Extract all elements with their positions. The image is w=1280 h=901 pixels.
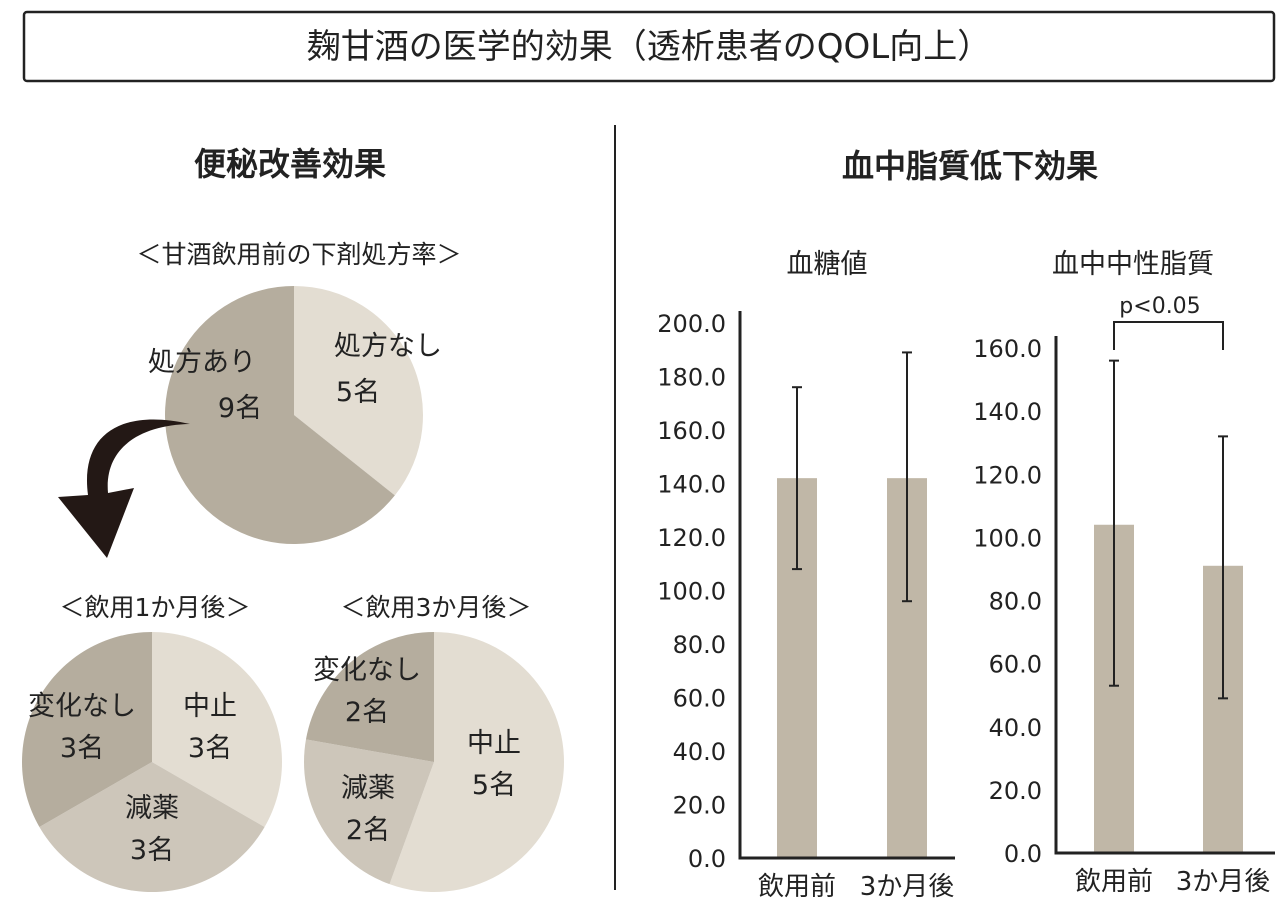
pie-month3-count-stop: 5名 <box>472 770 516 801</box>
bar1-category-label-1: 3か月後 <box>1176 867 1271 897</box>
bar1-ytick-label-7: 140.0 <box>973 398 1042 426</box>
bar0-ytick-label-1: 20.0 <box>673 792 726 820</box>
pie-month3-label-stop: 中止 <box>467 728 521 759</box>
pie-slice-2-0 <box>389 632 564 892</box>
pie-month3 <box>304 632 564 892</box>
bar0-ytick-label-3: 60.0 <box>673 685 726 713</box>
pie-slice-0-1 <box>164 286 395 545</box>
title-box <box>22 10 1276 83</box>
bar1-ytick-label-4: 80.0 <box>989 588 1042 616</box>
bar0-ytick-label-4: 80.0 <box>673 631 726 659</box>
pie-slice-1-0 <box>152 632 282 827</box>
pie-before-caption: ＜甘酒飲用前の下剤処方率＞ <box>136 240 461 269</box>
bar0-ytick-label-10: 200.0 <box>657 310 726 338</box>
pie-month1-count-stop: 3名 <box>188 733 232 764</box>
bar0-category-label-0: 飲用前 <box>758 872 836 901</box>
bar-glucose-title: 血糖値 <box>787 249 868 280</box>
bar1-category-label-0: 飲用前 <box>1075 867 1153 897</box>
pie-month3-caption: ＜飲用3か月後＞ <box>341 593 532 622</box>
bar-lipid-title: 血中中性脂質 <box>1052 249 1214 280</box>
bar1-ytick-label-3: 60.0 <box>989 651 1042 679</box>
significance-bracket <box>1113 321 1224 350</box>
pie-before-labels: 処方なし 5名 処方あり 9名 <box>148 331 442 424</box>
bar0-ytick-label-8: 160.0 <box>657 417 726 445</box>
bar-chart-glucose: 0.0 20.0 40.0 60.0 80.0 100.0 120.0 140.0 160.0 1… <box>657 310 955 901</box>
significance-label: p<0.05 <box>1119 294 1200 319</box>
pie-month3-count-reduce: 2名 <box>346 815 390 846</box>
pie-slice-2-1 <box>304 739 434 885</box>
bar0-ytick-label-7: 140.0 <box>657 471 726 499</box>
pie-slice-1-2 <box>21 632 152 827</box>
pie-month1-count-reduce: 3名 <box>130 835 174 866</box>
pie-month1-label-reduce: 減薬 <box>125 793 179 824</box>
pie-month1 <box>21 632 282 892</box>
pie-month1-caption: ＜飲用1か月後＞ <box>60 593 251 622</box>
bar1-ytick-label-6: 120.0 <box>973 461 1042 489</box>
pie-month1-count-nochange: 3名 <box>60 733 104 764</box>
pie-month3-label-reduce: 減薬 <box>341 773 395 804</box>
pie-month1-label-stop: 中止 <box>183 691 237 722</box>
bar1-ytick-label-8: 160.0 <box>973 335 1042 363</box>
page-title: 麹甘酒の医学的効果（透析患者のQOL向上） <box>307 27 991 67</box>
bar1-ytick-label-5: 100.0 <box>973 524 1042 552</box>
bar0-ytick-label-9: 180.0 <box>657 364 726 392</box>
lipid-heading: 血中脂質低下効果 <box>842 147 1098 185</box>
constipation-heading: 便秘改善効果 <box>194 145 386 183</box>
pie-slice-2-2 <box>305 632 434 762</box>
bar0-ytick-label-5: 100.0 <box>657 578 726 606</box>
bar0-ytick-label-0: 0.0 <box>688 845 726 873</box>
pie-month3-label-nochange: 変化なし <box>313 655 421 686</box>
bar1-ytick-label-2: 40.0 <box>989 714 1042 742</box>
bar0-ytick-label-2: 40.0 <box>673 738 726 766</box>
bar1-ytick-label-1: 20.0 <box>989 777 1042 805</box>
pie-month1-label-nochange: 変化なし <box>28 691 136 722</box>
bar-chart-lipid: 0.0 20.0 40.0 60.0 80.0 100.0 120.0 140.0 160.0 飲… <box>973 335 1275 897</box>
bar1-ytick-label-0: 0.0 <box>1004 840 1042 868</box>
pie-month1-labels: 中止 3名 減薬 3名 変化なし 3名 <box>28 691 237 866</box>
curved-arrow-icon <box>58 419 190 558</box>
pie-slice-0-0 <box>294 286 423 496</box>
pie-month3-labels: 中止 5名 減薬 2名 変化なし 2名 <box>313 655 521 846</box>
pie-before-label-prescribed: 処方あり <box>148 347 256 378</box>
pie-before-label-none: 処方なし <box>334 331 442 362</box>
bar0-category-label-1: 3か月後 <box>860 872 955 901</box>
pie-before <box>164 286 423 545</box>
pie-month3-count-nochange: 2名 <box>345 697 389 728</box>
pie-before-count-prescribed: 9名 <box>218 393 262 424</box>
bar0-ytick-label-6: 120.0 <box>657 524 726 552</box>
pie-before-count-none: 5名 <box>336 377 380 408</box>
